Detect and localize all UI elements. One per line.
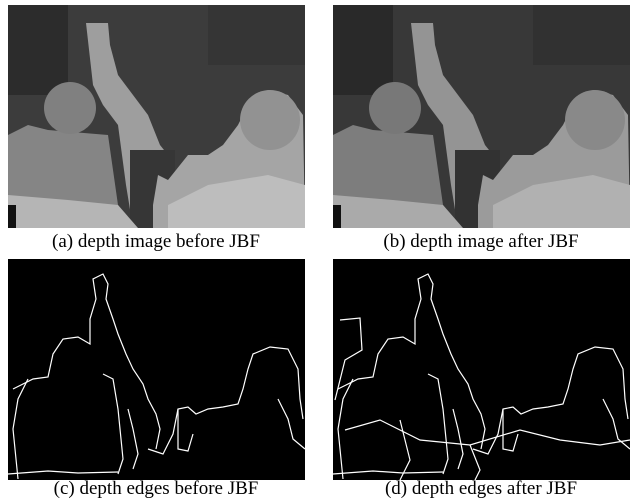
caption: (c) depth edges before JBF: [54, 478, 259, 499]
caption: (d) depth edges after JBF: [385, 478, 577, 499]
figure-canvas: (a) depth image before JBF (b) depth ima…: [0, 0, 630, 500]
image-c: [8, 259, 305, 480]
image-b: [333, 5, 630, 228]
figure: (a) depth image before JBF (b) depth ima…: [0, 0, 630, 500]
image-a: [8, 5, 305, 228]
caption: (b) depth image after JBF: [383, 231, 578, 252]
image-d: [333, 259, 630, 480]
caption: (a) depth image before JBF: [52, 231, 260, 252]
